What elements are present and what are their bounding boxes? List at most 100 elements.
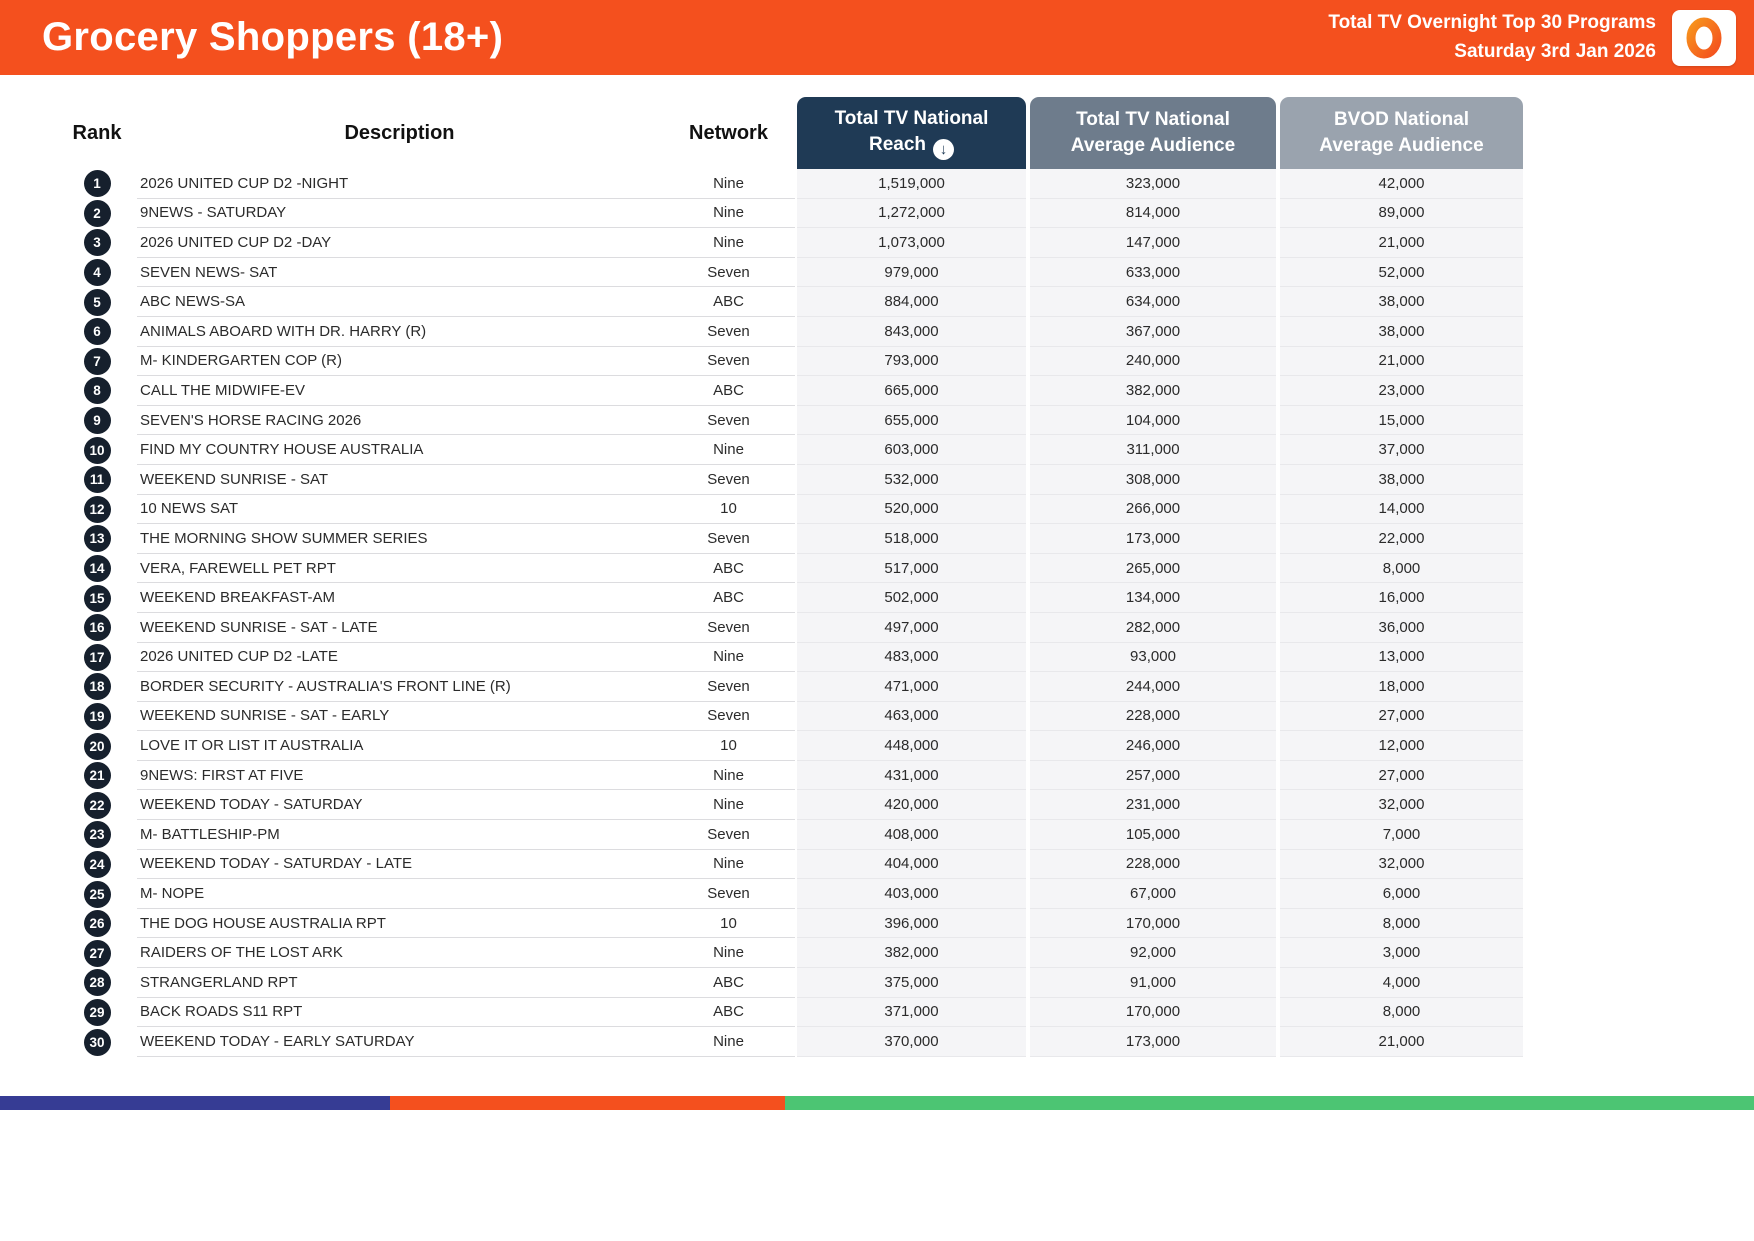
- rank-badge: 21: [83, 762, 111, 790]
- col-header-total-tv-reach[interactable]: Total TV National Reach ↓: [797, 97, 1026, 169]
- bvod-audience-cell: 7,000: [1280, 820, 1523, 850]
- network-cell: Nine: [662, 761, 795, 791]
- reach-cell: 370,000: [797, 1027, 1026, 1057]
- description-cell: SEVEN NEWS- SAT: [137, 258, 662, 288]
- bvod-audience-cell: 38,000: [1280, 316, 1523, 347]
- table-row: 6 ANIMALS ABOARD WITH DR. HARRY (R) Seve…: [57, 316, 1525, 347]
- bvod-audience-cell: 36,000: [1280, 612, 1523, 643]
- network-cell: Seven: [662, 465, 795, 495]
- rank-cell: 1: [57, 169, 137, 199]
- network-cell: Nine: [662, 199, 795, 229]
- col-header-bvod-avg-audience[interactable]: BVOD National Average Audience: [1280, 97, 1523, 169]
- bvod-audience-cell: 38,000: [1280, 287, 1523, 317]
- description-cell: SEVEN'S HORSE RACING 2026: [137, 406, 662, 436]
- rank-cell: 12: [57, 495, 137, 525]
- network-cell: Nine: [662, 850, 795, 880]
- footer-bar-green-segment: [785, 1096, 1754, 1110]
- rank-cell: 10: [57, 435, 137, 465]
- rank-badge: 18: [83, 673, 111, 701]
- bvod-audience-cell: 21,000: [1280, 346, 1523, 377]
- table-row: 10 FIND MY COUNTRY HOUSE AUSTRALIA Nine …: [57, 435, 1525, 465]
- avg-audience-cell: 240,000: [1030, 346, 1276, 377]
- bvod-audience-cell: 32,000: [1280, 790, 1523, 821]
- rank-badge: 12: [83, 495, 111, 523]
- rank-badge: 3: [83, 229, 111, 257]
- network-cell: Seven: [662, 672, 795, 702]
- rank-badge: 28: [83, 969, 111, 997]
- rank-badge: 2: [83, 199, 111, 227]
- network-cell: Nine: [662, 790, 795, 821]
- rank-badge: 26: [83, 910, 111, 938]
- rank-badge: 6: [83, 318, 111, 346]
- table-row: 12 10 NEWS SAT 10 520,000 266,000 14,000: [57, 494, 1525, 525]
- avg-audience-cell: 266,000: [1030, 494, 1276, 525]
- reach-cell: 431,000: [797, 760, 1026, 791]
- bvod-audience-cell: 3,000: [1280, 938, 1523, 969]
- description-cell: 9NEWS - SATURDAY: [137, 199, 662, 229]
- reach-cell: 1,073,000: [797, 228, 1026, 258]
- rank-cell: 24: [57, 850, 137, 880]
- bvod-audience-cell: 16,000: [1280, 583, 1523, 613]
- rank-cell: 27: [57, 938, 137, 968]
- rank-cell: 30: [57, 1027, 137, 1057]
- network-cell: 10: [662, 495, 795, 525]
- reach-cell: 371,000: [797, 997, 1026, 1028]
- description-cell: RAIDERS OF THE LOST ARK: [137, 938, 662, 969]
- reach-cell: 793,000: [797, 346, 1026, 377]
- network-cell: ABC: [662, 998, 795, 1028]
- avg-audience-cell: 257,000: [1030, 760, 1276, 791]
- avg-audience-cell: 67,000: [1030, 879, 1276, 909]
- description-cell: M- BATTLESHIP-PM: [137, 820, 662, 850]
- subtitle-report-date: Saturday 3rd Jan 2026: [1454, 40, 1656, 62]
- table-row: 25 M- NOPE Seven 403,000 67,000 6,000: [57, 879, 1525, 909]
- network-cell: ABC: [662, 287, 795, 317]
- description-cell: BORDER SECURITY - AUSTRALIA'S FRONT LINE…: [137, 672, 662, 702]
- description-cell: WEEKEND SUNRISE - SAT: [137, 465, 662, 495]
- header-bar: Grocery Shoppers (18+) Total TV Overnigh…: [0, 0, 1754, 75]
- avg-audience-cell: 282,000: [1030, 612, 1276, 643]
- table-row: 22 WEEKEND TODAY - SATURDAY Nine 420,000…: [57, 790, 1525, 821]
- reach-cell: 471,000: [797, 672, 1026, 702]
- avg-audience-cell: 308,000: [1030, 464, 1276, 495]
- reach-cell: 1,272,000: [797, 198, 1026, 229]
- bvod-audience-cell: 8,000: [1280, 908, 1523, 939]
- description-cell: BACK ROADS S11 RPT: [137, 998, 662, 1028]
- description-cell: ANIMALS ABOARD WITH DR. HARRY (R): [137, 317, 662, 347]
- rank-badge: 13: [83, 525, 111, 553]
- rank-badge: 5: [83, 288, 111, 316]
- page-title: Grocery Shoppers (18+): [42, 15, 504, 59]
- rank-badge: 29: [83, 998, 111, 1026]
- description-cell: WEEKEND TODAY - SATURDAY - LATE: [137, 850, 662, 880]
- table-row: 20 LOVE IT OR LIST IT AUSTRALIA 10 448,0…: [57, 731, 1525, 761]
- col-header-total-tv-avg-audience[interactable]: Total TV National Average Audience: [1030, 97, 1276, 169]
- description-cell: WEEKEND SUNRISE - SAT - LATE: [137, 613, 662, 643]
- avg-audience-cell: 246,000: [1030, 731, 1276, 761]
- reach-cell: 448,000: [797, 731, 1026, 761]
- network-cell: ABC: [662, 554, 795, 584]
- table-header-row: Rank Description Network Total TV Nation…: [57, 97, 1525, 169]
- reach-header-text: Total TV National Reach: [834, 107, 989, 155]
- reach-cell: 1,519,000: [797, 169, 1026, 199]
- avg-audience-cell: 367,000: [1030, 316, 1276, 347]
- description-cell: CALL THE MIDWIFE-EV: [137, 376, 662, 406]
- network-cell: 10: [662, 731, 795, 761]
- bvod-audience-cell: 8,000: [1280, 997, 1523, 1028]
- network-cell: Seven: [662, 406, 795, 436]
- oztam-logo: [1672, 9, 1736, 66]
- network-cell: Seven: [662, 524, 795, 554]
- network-cell: ABC: [662, 968, 795, 998]
- avg-audience-cell: 265,000: [1030, 553, 1276, 584]
- sort-down-icon[interactable]: ↓: [933, 139, 955, 161]
- description-cell: FIND MY COUNTRY HOUSE AUSTRALIA: [137, 435, 662, 465]
- description-cell: LOVE IT OR LIST IT AUSTRALIA: [137, 731, 662, 761]
- avg-audience-cell: 323,000: [1030, 169, 1276, 199]
- bvod-audience-cell: 18,000: [1280, 672, 1523, 702]
- rank-cell: 26: [57, 909, 137, 939]
- reach-cell: 382,000: [797, 938, 1026, 969]
- table-row: 8 CALL THE MIDWIFE-EV ABC 665,000 382,00…: [57, 376, 1525, 406]
- rank-cell: 21: [57, 761, 137, 791]
- bvod-audience-cell: 27,000: [1280, 701, 1523, 732]
- avg-audience-cell: 170,000: [1030, 908, 1276, 939]
- avg-audience-cell: 814,000: [1030, 198, 1276, 229]
- rank-cell: 17: [57, 643, 137, 673]
